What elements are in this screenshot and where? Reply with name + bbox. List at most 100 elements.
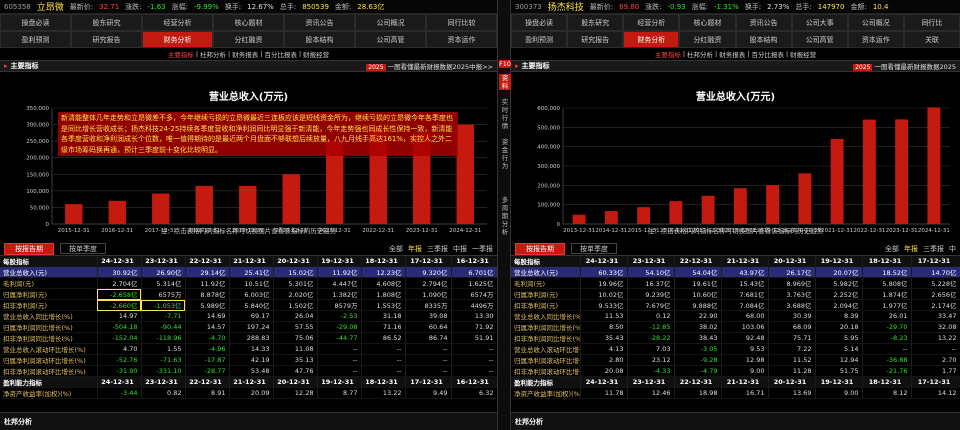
tab-tonghang[interactable]: 同行比 [903,14,960,31]
by-quarter-button[interactable]: 按单季度 [571,243,617,254]
indicator-name[interactable]: 营业总收入(元) [0,266,98,278]
tab-caopan[interactable]: 操盘必读 [0,14,71,31]
table-row[interactable]: 净资产收益率(加权)(%) 11.78 12.46 18.98 16.71 13.69 9.… [511,387,960,399]
revenue-bar[interactable] [733,188,747,224]
indicator-name[interactable]: 净资产收益率(加权)(%) [0,387,98,399]
indicator-name[interactable]: 营业总收入滚动环比增长(%) [511,343,581,355]
tab-gaikuang[interactable]: 公司概况 [355,14,426,31]
tab-caiwu[interactable]: 财务分析 [142,31,213,48]
table-row[interactable]: 毛利润(元) 2.704亿 5.314亿 11.92亿 10.51亿 5.301亿 4.44… [0,277,497,289]
by-report-button[interactable]: 按报告期 [515,242,565,255]
tab-fenhong[interactable]: 分红融资 [213,31,284,48]
period-q1[interactable]: 一季报 [472,244,493,253]
sub-nav-baobiao[interactable]: 财务报表 [719,51,746,59]
tab-guanlian[interactable]: 关联 [903,31,960,48]
side-strip-label[interactable]: 实 [501,98,509,106]
indicator-name[interactable]: 扣非净利润滚动环比增长(%) [0,365,98,377]
revenue-bar[interactable] [108,200,126,224]
table-row[interactable]: 营业总收入滚动环比增长(%)4.137.03-3.059.537.225.14-… [511,343,960,355]
revenue-bar[interactable] [927,107,941,224]
revenue-bar[interactable] [766,185,780,224]
period-all[interactable]: 全部 [885,244,899,253]
dupont-section[interactable]: 杜邦分析 [511,412,960,430]
tab-gaoguan[interactable]: 公司高管 [791,31,848,48]
tab-dashi[interactable]: 公司大事 [791,14,848,31]
tab-yingli[interactable]: 盈利预测 [511,31,568,48]
revenue-bar[interactable] [895,119,909,224]
stock-name[interactable]: 扬杰科技 [547,3,584,13]
indicator-name[interactable]: 盈利能力指标 [0,376,98,388]
revenue-bar[interactable] [195,185,213,224]
indicator-name[interactable]: 盈利能力指标 [511,376,581,388]
table-row[interactable]: 扣非净利润同比增长(%) 35.43 -28.22 38.43 92.48 75.71 5.… [511,332,960,344]
tab-gudong[interactable]: 股东研究 [567,14,624,31]
indicator-name[interactable]: 扣非净利润滚动环比增长(%) [511,365,581,377]
tab-ticai[interactable]: 核心题材 [679,14,736,31]
period-q3[interactable]: 三季报 [923,244,944,253]
by-report-button[interactable]: 按报告期 [4,242,54,255]
tab-tonghang[interactable]: 同行比较 [426,14,497,31]
revenue-bar[interactable] [572,214,586,224]
period-annual[interactable]: 年报 [408,244,422,253]
period-half[interactable]: 中报 [453,244,467,253]
table-row[interactable]: 归属净利润(元) 10.02亿 9.239亿 10.60亿 7.681亿 3.763亿 2.… [511,288,960,300]
tab-gaikuang[interactable]: 公司概况 [847,14,904,31]
revenue-bar[interactable] [798,173,812,224]
table-row[interactable]: 扣非净利润滚动环比增长(%)20.08-4.33-4.799.0011.2851… [511,365,960,377]
indicator-name[interactable]: 毛利润(元) [0,277,98,289]
tab-zixun[interactable]: 资讯公告 [284,14,355,31]
indicator-name[interactable]: 每股指标 [511,256,581,267]
table-row[interactable]: 扣非净利润同比增长(%) -152.04 -118.96 -4.70 288.83 75.… [0,332,497,344]
tab-fenhong[interactable]: 分红融资 [679,31,736,48]
indicator-name[interactable]: 归属净利润(元) [0,288,98,300]
side-strip-label[interactable]: 析 [501,228,509,236]
revenue-bar[interactable] [282,174,300,224]
side-strip-label[interactable]: 情 [501,122,509,130]
table-row[interactable]: 营业总收入同比增长(%) 11.53 0.12 22.90 68.00 30.39 8.39… [511,310,960,322]
revenue-bar[interactable] [65,204,83,224]
side-strip-label[interactable]: 资料 [499,74,511,90]
tab-gudong[interactable]: 股东研究 [71,14,142,31]
indicator-name[interactable]: 毛利润(元) [511,277,581,289]
indicator-name[interactable]: 归属净利润(元) [511,288,581,300]
sub-nav-baifenbi[interactable]: 百分比报表 [751,51,784,59]
table-row[interactable]: 扣非净利润(元) 9.533亿 7.679亿 9.888亿 7.084亿 3.688亿 2.… [511,299,960,311]
tab-jingying[interactable]: 经营分析 [623,14,680,31]
side-strip-label[interactable]: 资 [501,138,509,146]
indicator-name[interactable]: 扣非净利润(元) [0,299,98,311]
revenue-bar[interactable] [326,141,344,224]
tab-caiwu[interactable]: 财务分析 [623,31,680,48]
sub-nav-jingying[interactable]: 财报经营 [303,51,330,59]
tab-caopan[interactable]: 操盘必读 [511,14,568,31]
tab-yingli[interactable]: 盈利预测 [0,31,71,48]
period-all[interactable]: 全部 [389,244,403,253]
period-q3[interactable]: 三季报 [427,244,448,253]
revenue-bar[interactable] [862,119,876,224]
stock-name[interactable]: 立昂微 [36,3,64,13]
tab-guben[interactable]: 股本结构 [284,31,355,48]
table-row[interactable]: 归属净利润同比增长(%) -504.18 -90.44 14.57 197.24 57.5… [0,321,497,333]
table-row[interactable]: 归属净利润滚动环比增长(%) -52.76 -71.63 -17.87 42.19 35.… [0,354,497,366]
indicator-name[interactable]: 归属净利润同比增长(%) [511,321,581,333]
side-strip-label[interactable]: 周 [501,204,509,212]
sub-nav-zhuyao[interactable]: 主要指标 [167,51,194,59]
tab-ticai[interactable]: 核心题材 [213,14,284,31]
table-row[interactable]: 毛利润(元) 19.96亿 16.37亿 19.61亿 15.43亿 8.969亿 5.98… [511,277,960,289]
indicator-name[interactable]: 每股指标 [0,256,98,267]
report-link[interactable]: 一图看懂最新财报数据2025中报>> [387,63,493,71]
indicator-name[interactable]: 归属净利润滚动环比增长(%) [0,354,98,366]
sub-nav-jingying[interactable]: 财报经营 [790,51,817,59]
tab-gaoguan[interactable]: 公司高管 [355,31,426,48]
table-row[interactable]: 营业总收入滚动环比增长(%) 4.70 1.55 -4.96 14.33 11.08 -- -… [0,343,497,355]
indicator-name[interactable]: 扣非净利润(元) [511,299,581,311]
revenue-bar[interactable] [152,193,170,224]
report-link[interactable]: 一图看懂最新财报数据2025 [874,63,956,71]
sub-nav-zhuyao[interactable]: 主要指标 [654,51,681,59]
by-quarter-button[interactable]: 按单季度 [60,243,106,254]
period-half[interactable]: 中 [949,244,956,253]
indicator-name[interactable]: 营业总收入滚动环比增长(%) [0,343,98,355]
tab-jingying[interactable]: 经营分析 [142,14,213,31]
sub-nav-baobiao[interactable]: 财务报表 [232,51,259,59]
revenue-bar[interactable] [669,201,683,224]
side-strip-label[interactable]: 金 [501,146,509,154]
